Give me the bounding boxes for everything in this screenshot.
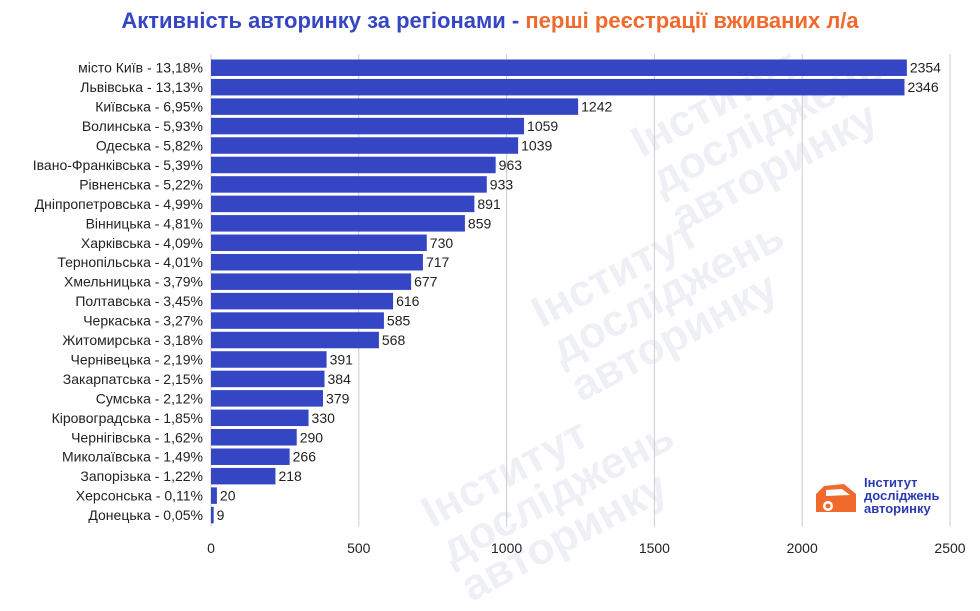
logo-line-1: Інститут: [864, 475, 918, 490]
bar: [211, 98, 579, 115]
bar: [211, 331, 379, 349]
bar: [211, 234, 427, 252]
data-label: 891: [477, 196, 501, 212]
category-label: Волинська - 5,93%: [82, 118, 203, 134]
data-label: 585: [387, 313, 411, 329]
data-label: 391: [330, 351, 354, 367]
bar: [211, 487, 217, 504]
chart-title-part1: Активність авторинку за регіонами: [121, 8, 506, 33]
x-tick-label: 2500: [934, 540, 965, 556]
category-label: Донецька - 0,05%: [88, 507, 203, 523]
bar: [211, 195, 475, 213]
data-label: 616: [396, 293, 420, 309]
category-label: Рівненська - 5,22%: [79, 176, 203, 192]
data-label: 730: [430, 235, 454, 251]
bar: [211, 370, 325, 388]
category-label: Сумська - 2,12%: [96, 390, 203, 406]
data-label: 218: [278, 468, 302, 484]
category-label: Тернопільська - 4,01%: [57, 254, 203, 270]
category-label: Полтавська - 3,45%: [75, 293, 203, 309]
data-label: 2354: [910, 60, 941, 76]
category-label: Львівська - 13,13%: [80, 79, 203, 95]
category-label: місто Київ - 13,18%: [78, 60, 203, 76]
category-label: Хмельницька - 3,79%: [64, 274, 203, 290]
data-label: 568: [382, 332, 406, 348]
bar: [211, 253, 423, 271]
data-label: 1059: [527, 118, 558, 134]
category-label: Харківська - 4,09%: [81, 235, 203, 251]
data-label: 379: [326, 390, 350, 406]
category-label: Чернігівська - 1,62%: [71, 429, 203, 445]
data-label: 9: [217, 507, 225, 523]
x-tick-label: 500: [347, 540, 371, 556]
category-label: Вінницька - 4,81%: [86, 215, 203, 231]
category-label: Херсонська - 0,11%: [76, 488, 203, 504]
category-label: Запорізька - 1,22%: [80, 468, 203, 484]
bar-chart: 0 500 1000 1500 2000 2500 місто Київ - 13,18% 2…: [33, 54, 966, 556]
bar: [211, 312, 384, 329]
logo-line-2: досліджень: [864, 488, 940, 503]
car-logo-icon: [816, 484, 856, 512]
bar: [211, 137, 519, 154]
institute-logo: Інститут досліджень авторинку: [814, 474, 954, 518]
bar: [211, 448, 290, 465]
chart-title: Активність авторинку за регіонами - перш…: [0, 8, 980, 34]
bar: [211, 215, 465, 232]
data-label: 1242: [581, 99, 612, 115]
category-label: Одеська - 5,82%: [96, 138, 203, 154]
bar: [211, 117, 525, 135]
x-tick-label: 2000: [787, 540, 818, 556]
category-label: Київська - 6,95%: [95, 99, 203, 115]
data-label: 384: [328, 371, 352, 387]
category-label: Миколаївська - 1,49%: [62, 449, 203, 465]
bar: [211, 506, 214, 524]
category-label: Івано-Франківська - 5,39%: [33, 157, 203, 173]
data-label: 933: [490, 176, 514, 192]
data-label: 859: [468, 215, 492, 231]
data-label: 717: [426, 254, 450, 270]
bar: [211, 467, 276, 485]
bar: [211, 176, 487, 193]
data-label: 20: [220, 488, 236, 504]
bar: [211, 351, 327, 368]
x-tick-label: 1000: [491, 540, 522, 556]
category-label: Дніпропетровська - 4,99%: [35, 196, 203, 212]
bar: [211, 429, 297, 446]
bar: [211, 78, 905, 96]
bar: [211, 292, 394, 310]
category-label: Черкаська - 3,27%: [83, 313, 203, 329]
data-label: 963: [499, 157, 523, 173]
category-label: Кіровоградська - 1,85%: [52, 410, 203, 426]
bar: [211, 273, 412, 290]
category-label: Чернівецька - 2,19%: [71, 351, 203, 367]
bar: [211, 59, 907, 76]
data-label: 2346: [907, 79, 938, 95]
category-label: Закарпатська - 2,15%: [63, 371, 203, 387]
category-label: Житомирська - 3,18%: [62, 332, 203, 348]
logo-text: Інститут досліджень авторинку: [864, 476, 940, 515]
data-label: 677: [414, 274, 438, 290]
chart-title-part2: перші реєстрації вживаних л/а: [525, 8, 859, 33]
data-label: 266: [293, 449, 317, 465]
chart-title-separator: -: [505, 8, 526, 33]
logo-line-3: авторинку: [864, 501, 931, 516]
data-label: 1039: [521, 138, 552, 154]
bar: [211, 409, 309, 427]
data-label: 330: [312, 410, 336, 426]
bar: [211, 156, 496, 174]
x-tick-label: 1500: [639, 540, 670, 556]
data-label: 290: [300, 429, 324, 445]
x-tick-label: 0: [207, 540, 215, 556]
bar: [211, 390, 324, 407]
